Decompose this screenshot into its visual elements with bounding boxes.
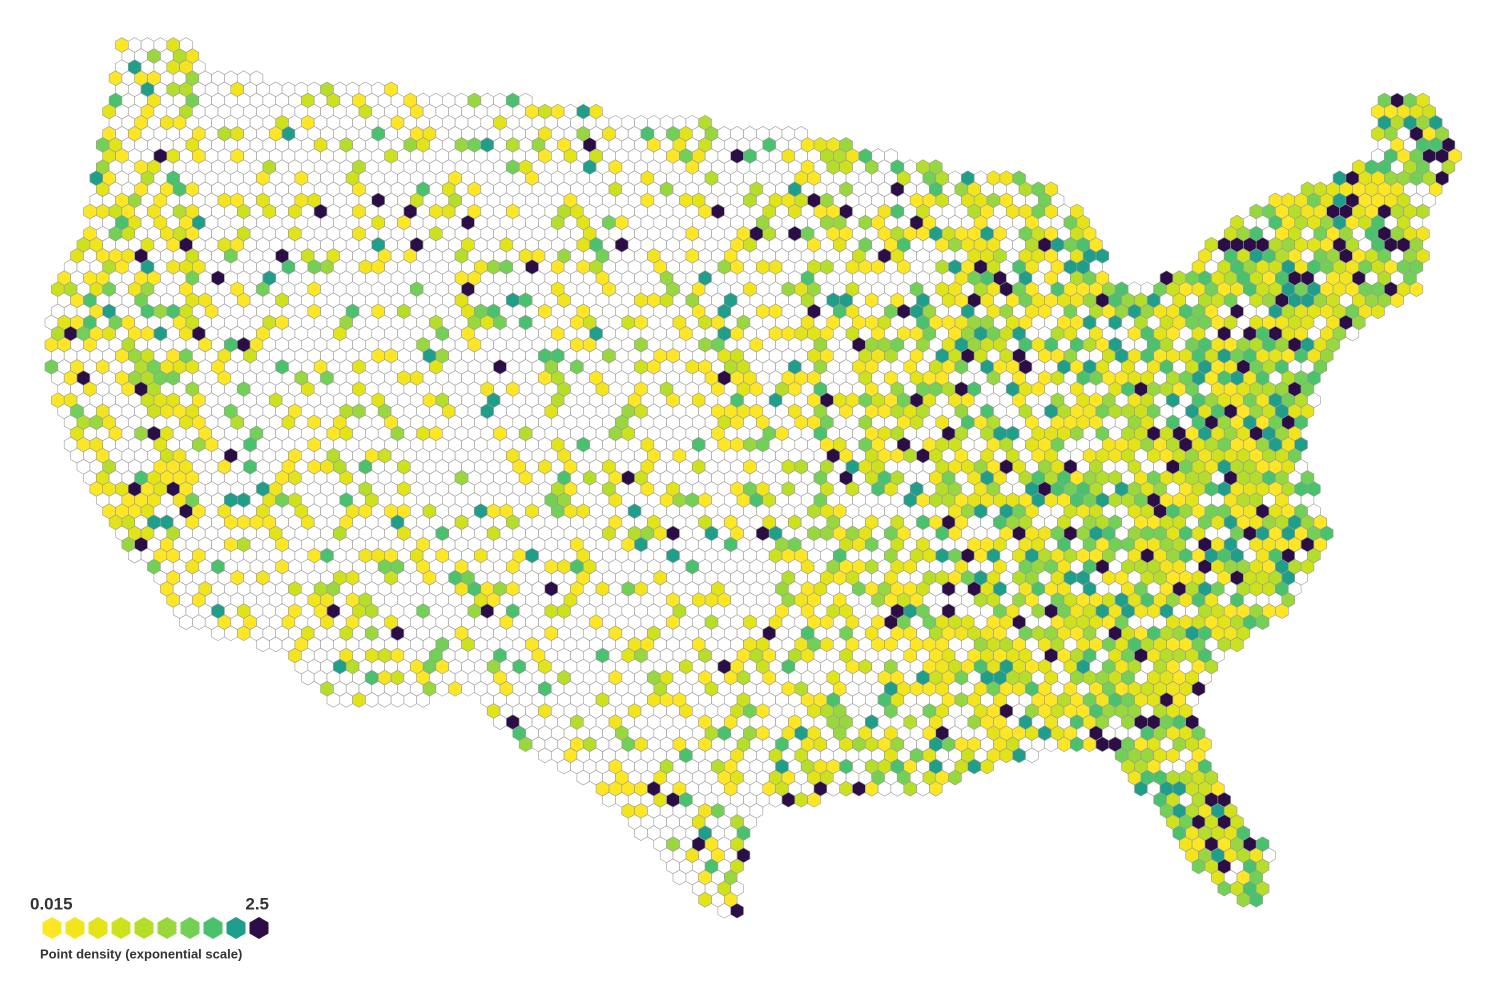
hex-grid (44, 37, 1462, 919)
